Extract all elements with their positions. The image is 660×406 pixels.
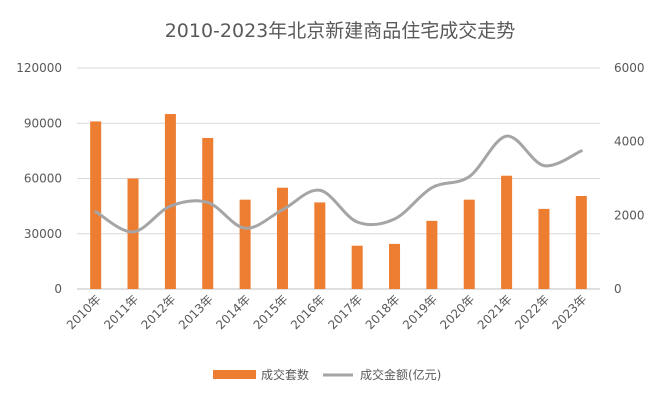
- bar: [202, 137, 214, 289]
- x-tick-label: 2018年: [363, 292, 403, 332]
- x-tick-label: 2011年: [101, 292, 141, 332]
- x-tick-label: 2019年: [400, 292, 440, 332]
- left-tick-label: 0: [54, 282, 62, 296]
- x-axis: 2010年2011年2012年2013年2014年2015年2016年2017年…: [64, 292, 590, 332]
- chart-title: 2010-2023年北京新建商品住宅成交走势: [165, 20, 516, 42]
- left-tick-label: 120000: [16, 61, 62, 75]
- bar: [90, 121, 102, 290]
- legend-swatch-bar: [213, 370, 256, 379]
- right-axis: 0 2000 4000 6000: [614, 61, 645, 296]
- bar: [314, 202, 326, 289]
- x-tick-label: 2010年: [64, 292, 104, 332]
- bar: [127, 178, 139, 289]
- left-tick-label: 90000: [24, 116, 62, 130]
- bar: [538, 208, 550, 289]
- left-axis: 0 30000 60000 90000 120000: [16, 61, 62, 296]
- legend-label-bar: 成交套数: [261, 367, 309, 382]
- x-tick-label: 2015年: [251, 292, 291, 332]
- bar: [239, 199, 251, 289]
- x-tick-label: 2016年: [288, 292, 328, 332]
- bar: [426, 220, 438, 289]
- x-tick-label: 2023年: [549, 292, 589, 332]
- bar-series: [90, 114, 587, 290]
- bar: [389, 243, 401, 289]
- x-tick-label: 2014年: [213, 292, 253, 332]
- gridlines: [77, 67, 600, 290]
- right-tick-label: 6000: [614, 61, 645, 75]
- right-tick-label: 4000: [614, 135, 645, 149]
- line-series: [94, 134, 583, 234]
- left-tick-label: 60000: [24, 172, 62, 186]
- x-tick-label: 2021年: [475, 292, 515, 332]
- bar: [276, 187, 288, 289]
- bar: [463, 199, 475, 289]
- legend: 成交套数 成交金额(亿元): [213, 367, 441, 382]
- left-tick-label: 30000: [24, 227, 62, 241]
- x-tick-label: 2022年: [512, 292, 552, 332]
- bar: [575, 195, 587, 289]
- right-tick-label: 0: [614, 282, 622, 296]
- x-tick-label: 2013年: [176, 292, 216, 332]
- legend-label-line: 成交金额(亿元): [360, 367, 441, 382]
- x-tick-label: 2020年: [437, 292, 477, 332]
- x-tick-label: 2012年: [139, 292, 179, 332]
- bar: [501, 175, 513, 289]
- bar: [351, 245, 363, 289]
- x-tick-label: 2017年: [325, 292, 365, 332]
- bar: [164, 114, 176, 290]
- right-tick-label: 2000: [614, 208, 645, 222]
- series-line: [94, 134, 583, 234]
